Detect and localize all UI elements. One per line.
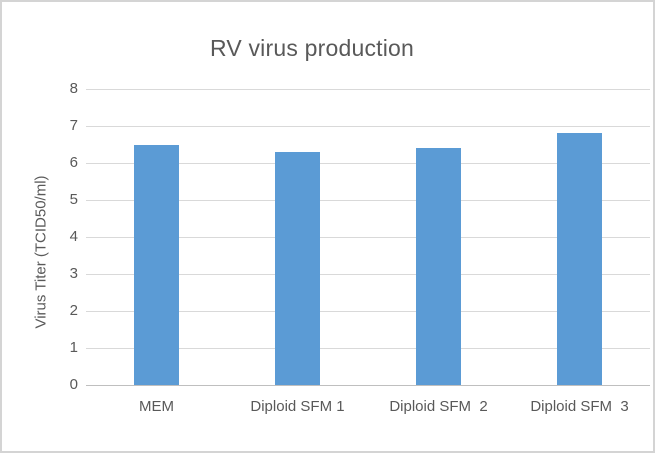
gridline bbox=[86, 163, 650, 164]
y-tick-label: 2 bbox=[69, 302, 78, 319]
x-category-label: MEM bbox=[139, 398, 174, 415]
x-axis-line bbox=[86, 385, 650, 386]
bar-diploid-sfm-2 bbox=[416, 148, 461, 385]
y-tick-label: 0 bbox=[69, 376, 78, 393]
gridline bbox=[86, 274, 650, 275]
x-category-label: Diploid SFM 3 bbox=[530, 398, 629, 415]
gridline bbox=[86, 348, 650, 349]
y-tick-label: 4 bbox=[69, 228, 78, 245]
gridline bbox=[86, 311, 650, 312]
gridline bbox=[86, 200, 650, 201]
x-category-label: Diploid SFM 1 bbox=[250, 398, 345, 415]
y-tick-label: 5 bbox=[69, 191, 78, 208]
y-tick-label: 6 bbox=[69, 154, 78, 171]
gridline bbox=[86, 237, 650, 238]
bar-diploid-sfm-1 bbox=[275, 151, 320, 385]
bar-mem bbox=[134, 144, 179, 385]
y-tick-label: 3 bbox=[69, 265, 78, 282]
chart-title: RV virus production bbox=[209, 35, 415, 61]
y-tick-label: 1 bbox=[69, 339, 78, 356]
y-tick-label: 8 bbox=[69, 80, 78, 97]
gridline bbox=[86, 126, 650, 127]
bar-diploid-sfm-3 bbox=[557, 133, 602, 385]
gridline bbox=[86, 89, 650, 90]
plot-area bbox=[86, 89, 650, 386]
y-tick-label: 7 bbox=[69, 117, 78, 134]
x-category-label: Diploid SFM 2 bbox=[389, 398, 488, 415]
